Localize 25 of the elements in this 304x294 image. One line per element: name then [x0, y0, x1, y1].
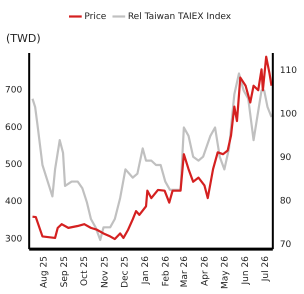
y-tick-label: 300: [4, 234, 22, 244]
x-tick-label: Jan 26: [140, 256, 151, 286]
x-tick-label: Dec 25: [120, 256, 130, 288]
x-tick-label: Oct 25: [80, 256, 90, 286]
x-tick-label: Aug 25: [39, 256, 50, 288]
y-axis-title: (TWD): [6, 32, 41, 45]
y-tick-label: 600: [4, 122, 22, 133]
y2-tick-label: 80: [280, 196, 292, 206]
y2-tick-label: 90: [280, 152, 292, 163]
y2-tick-label: 70: [280, 240, 292, 250]
y-tick-label: 400: [4, 197, 22, 208]
x-tick-label: Jul 26: [261, 256, 272, 282]
y-tick-label: 700: [4, 86, 22, 96]
x-tick-label: Feb 26: [161, 256, 172, 286]
x-tick-label: Jun 26: [241, 256, 252, 286]
x-tick-label: Mar 26: [180, 256, 190, 288]
x-tick-label: Sep 25: [60, 256, 70, 288]
y-tick-label: 500: [4, 160, 22, 170]
x-tick-label: May 26: [220, 256, 231, 289]
legend-label: Rel Taiwan TAIEX Index: [128, 12, 232, 22]
y2-tick-label: 110: [280, 66, 298, 76]
y2-tick-label: 100: [280, 109, 298, 120]
x-tick-label: Apr 26: [200, 256, 211, 286]
legend-label: Price: [84, 12, 107, 22]
x-tick-label: Nov 25: [100, 256, 110, 288]
